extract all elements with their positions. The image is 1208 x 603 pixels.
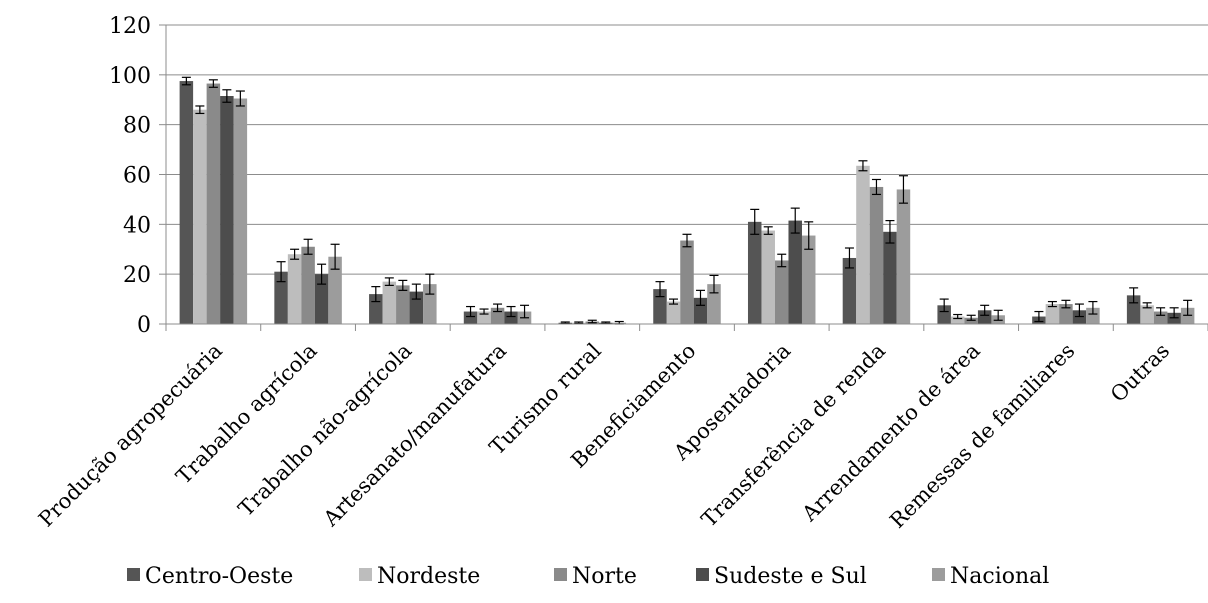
- legend-swatch: [127, 568, 140, 581]
- legend-label: Norte: [572, 564, 637, 589]
- bar: [409, 291, 424, 324]
- bar: [382, 281, 397, 324]
- legend-swatch: [359, 568, 372, 581]
- bar: [193, 109, 207, 324]
- bar: [206, 83, 221, 324]
- bar: [788, 220, 802, 324]
- bar: [869, 186, 884, 324]
- legend-label: Centro-Oeste: [145, 564, 293, 589]
- bar: [653, 289, 667, 324]
- category-label: Arrendamento de área: [797, 339, 985, 527]
- bar: [220, 96, 234, 324]
- bar: [477, 311, 491, 324]
- bar: [693, 297, 708, 324]
- bar: [964, 317, 978, 324]
- bar: [761, 230, 775, 324]
- y-tick-label: 120: [109, 14, 151, 39]
- bar: [1045, 304, 1060, 324]
- category-label: Produção agropecuária: [34, 339, 227, 532]
- legend-swatch: [932, 568, 945, 581]
- bar: [680, 240, 694, 324]
- category-label: Outras: [1106, 339, 1174, 407]
- category-label: Artesanato/manufatura: [318, 339, 511, 532]
- y-tick-label: 40: [123, 213, 151, 238]
- category-label: Remessas de familiares: [885, 339, 1079, 533]
- bar: [937, 305, 951, 324]
- bar: [1059, 304, 1073, 324]
- bar: [287, 254, 302, 324]
- legend-label: Sudeste e Sul: [714, 564, 867, 589]
- bar: [233, 98, 248, 324]
- bar: [328, 256, 342, 324]
- legend-swatch: [696, 568, 709, 581]
- bar: [747, 221, 762, 324]
- bar: [179, 81, 194, 324]
- bars: [179, 81, 1195, 324]
- bar: [1167, 312, 1181, 324]
- legend-label: Nacional: [950, 564, 1049, 589]
- bar: [396, 285, 410, 324]
- bar: [314, 274, 329, 324]
- axes: [165, 25, 1208, 331]
- bar: [666, 301, 681, 324]
- error-bars: [181, 76, 1193, 325]
- bar: [977, 310, 992, 324]
- bar: [504, 311, 518, 324]
- legend-label: Nordeste: [377, 564, 480, 589]
- category-label: Transferência de renda: [697, 339, 890, 532]
- y-tick-label: 80: [123, 114, 151, 139]
- bar: [842, 257, 857, 324]
- y-tick-label: 100: [109, 64, 151, 89]
- bar: [896, 189, 911, 324]
- bar: [1086, 307, 1100, 324]
- bar: [274, 271, 288, 324]
- bar: [774, 260, 789, 324]
- y-tick-label: 0: [137, 313, 151, 338]
- legend-swatch: [554, 568, 567, 581]
- y-tick-label: 60: [123, 164, 151, 189]
- bar: [1072, 310, 1087, 324]
- bar: [950, 316, 965, 324]
- bar: [1153, 311, 1168, 324]
- bar: [707, 284, 721, 324]
- bar: [1180, 307, 1195, 324]
- bar: [801, 235, 816, 324]
- legend: Centro-Oeste Nordeste Norte Sudeste e Sul Na…: [127, 564, 1049, 589]
- bar: [463, 311, 478, 324]
- bar: [301, 246, 315, 324]
- bar: [1140, 305, 1154, 324]
- bar: [883, 231, 897, 324]
- bar: [856, 165, 870, 324]
- y-tick-labels: 0 20 40 60 80 100 120: [109, 14, 151, 338]
- category-label: Trabalho não-agrícola: [234, 339, 417, 522]
- y-tick-label: 20: [123, 263, 151, 288]
